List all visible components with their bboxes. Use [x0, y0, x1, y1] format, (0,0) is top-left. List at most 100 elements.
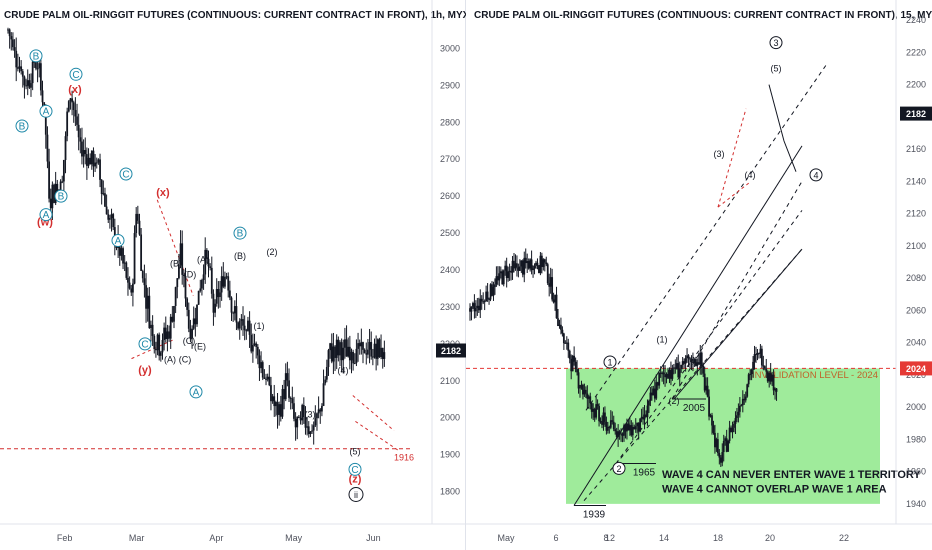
x-axis: Feb Mar Apr May Jun	[0, 523, 466, 543]
candle-body	[496, 276, 499, 281]
candle-body	[472, 303, 474, 307]
y-tick-label: 2080	[906, 273, 926, 283]
candle-body	[53, 184, 55, 203]
candle-body	[363, 349, 366, 354]
candle-body	[571, 355, 574, 372]
candle-body	[224, 276, 226, 287]
candle-body	[112, 214, 115, 228]
candle-body	[358, 343, 361, 347]
candle-body	[13, 47, 16, 51]
candle-body	[15, 50, 18, 68]
candle-body	[90, 150, 93, 165]
candle-body	[265, 378, 267, 380]
candle-body	[756, 353, 759, 355]
candle-body	[670, 369, 672, 379]
candle-body	[214, 303, 216, 313]
candle-body	[474, 308, 477, 312]
x-tick-label: Feb	[57, 533, 73, 543]
candle-body	[237, 322, 239, 329]
candle-body	[122, 248, 124, 264]
candle-body	[576, 369, 578, 373]
wave-label-text: C	[351, 465, 358, 476]
reference-lines: 1916	[0, 199, 414, 463]
candle-body	[562, 333, 565, 344]
wave-label-text: C	[141, 339, 148, 350]
candle-body	[205, 249, 208, 259]
y-tick-label: 2000	[906, 402, 926, 412]
candle-body	[146, 295, 149, 309]
candle-body	[762, 365, 765, 367]
candle-body	[664, 374, 666, 378]
candle-body	[634, 426, 637, 430]
wave-label-circle	[233, 226, 247, 240]
candle-body	[105, 206, 108, 215]
candle-body	[696, 362, 699, 366]
candle-body	[297, 416, 300, 418]
candle-body	[715, 439, 718, 448]
candle-body	[20, 66, 23, 72]
candle-body	[708, 396, 710, 417]
candle-body	[329, 343, 332, 351]
candle-body	[151, 324, 154, 336]
candle-body	[59, 181, 62, 196]
candle-body	[51, 184, 54, 209]
wave-label-circle	[603, 355, 617, 369]
candle-body	[646, 405, 649, 417]
candle-body	[504, 265, 507, 271]
chart-15m-canvas[interactable]: INVALIDATION LEVEL - 2024 WAVE 4 CAN NEVE…	[466, 0, 932, 550]
candle-body	[191, 328, 193, 339]
wave-label-circle	[119, 167, 133, 181]
wave-label-circle	[138, 337, 152, 351]
candle-body	[202, 274, 205, 281]
candle-body	[321, 405, 323, 412]
candle-body	[498, 273, 501, 281]
chart-1h-canvas[interactable]: CRUDE PALM OIL-RINGGIT FUTURES (CONTINUO…	[0, 0, 466, 550]
candle-body	[334, 346, 336, 358]
candle-body	[8, 29, 11, 37]
candle-body	[624, 425, 627, 432]
candle-body	[281, 389, 284, 417]
candle-body	[514, 263, 517, 269]
last-price-tag	[900, 106, 932, 121]
candle-body	[251, 345, 254, 352]
candle-body	[507, 271, 510, 279]
candle-body	[271, 396, 274, 402]
candle-body	[586, 393, 589, 399]
candle-body	[561, 329, 564, 334]
level-label: 1965	[633, 468, 656, 479]
wave-label-circle	[69, 67, 83, 81]
zone-note-line1: WAVE 4 CAN NEVER ENTER WAVE 1 TERRITORY	[662, 469, 921, 481]
candle-body	[568, 350, 571, 359]
candle-body	[61, 181, 64, 183]
candle-body	[601, 421, 603, 425]
channel-line	[573, 145, 803, 506]
candle-body	[692, 362, 694, 364]
candle-body	[79, 137, 82, 142]
candle-body	[517, 267, 520, 271]
level-label: 1939	[583, 509, 606, 520]
wave-label-circle	[809, 168, 823, 182]
x-tick-label: 22	[839, 533, 849, 543]
x-tick-label: May	[285, 533, 303, 543]
candle-body	[166, 331, 169, 340]
candle-body	[140, 234, 143, 271]
candle-body	[513, 260, 515, 269]
candle-body	[680, 364, 683, 369]
trend-line	[355, 420, 400, 452]
candle-body	[156, 334, 159, 351]
wave-label-circle	[348, 462, 362, 476]
candle-body	[740, 405, 743, 407]
wave-label: (2)	[267, 247, 278, 257]
candle-body	[633, 426, 636, 430]
candle-body	[529, 259, 532, 269]
candle-body	[542, 259, 545, 267]
candle-body	[721, 452, 724, 463]
candle-body	[540, 255, 543, 267]
candle-body	[711, 415, 713, 426]
candle-body	[668, 369, 671, 379]
candle-body	[383, 352, 386, 359]
candle-body	[592, 408, 595, 412]
wave-label-text: C	[122, 170, 129, 181]
candle-body	[623, 425, 625, 436]
candle-body	[469, 308, 471, 312]
